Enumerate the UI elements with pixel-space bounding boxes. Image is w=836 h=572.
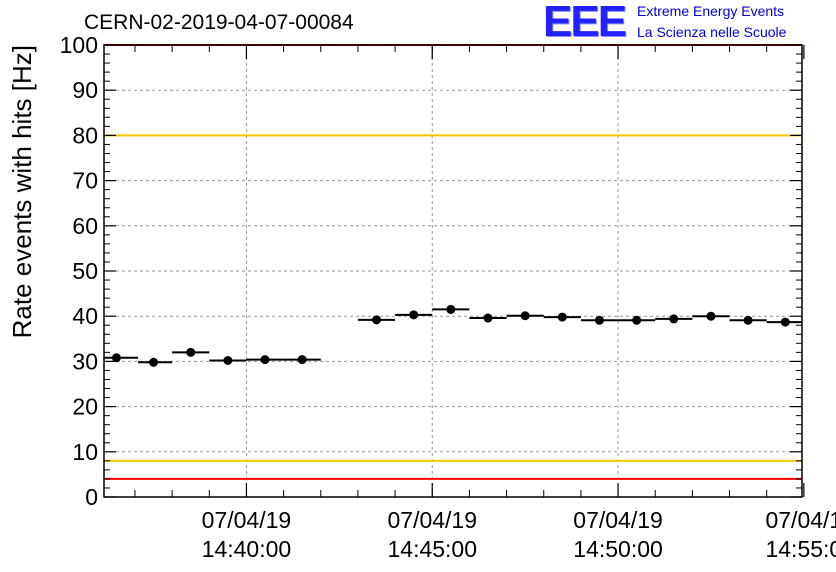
data-point [669,314,679,324]
y-tick-label: 100 [60,32,98,58]
y-tick-label: 70 [72,168,98,194]
data-point [260,355,270,365]
data-point [483,313,493,323]
data-point [446,304,456,314]
data-point [372,315,382,325]
data-point [149,357,159,367]
x-tick-label-time: 14:45:00 [387,536,477,562]
chart-title: CERN-02-2019-04-07-00084 [84,11,354,34]
y-tick-label: 30 [72,348,98,374]
x-tick-label-time: 14:55:0 [765,536,836,562]
data-point [409,310,419,320]
y-axis-label: Rate events with hits [Hz] [7,45,37,338]
x-tick-label-date: 07/04/19 [573,507,663,533]
y-tick-label: 10 [72,439,98,465]
x-tick-label-time: 14:50:00 [573,536,663,562]
data-point [594,315,604,325]
y-tick-label: 90 [72,77,98,103]
y-tick-label: 0 [85,484,98,510]
data-point [743,315,753,325]
logo-line-2: La Scienza nelle Scuole [637,24,787,40]
y-tick-label: 20 [72,394,98,420]
eee-logo: EEE [543,0,627,46]
data-point [780,317,790,327]
y-tick-label: 60 [72,213,98,239]
x-tick-label-date: 07/04/19 [202,507,292,533]
data-point [186,347,196,357]
x-tick-label-date: 07/04/19 [387,507,477,533]
x-tick-label-date: 07/04/1 [765,507,836,533]
data-point [111,353,121,363]
data-point [632,315,642,325]
data-point [706,311,716,321]
y-tick-label: 80 [72,122,98,148]
data-point [297,355,307,365]
x-tick-label-time: 14:40:00 [202,536,292,562]
data-point [520,311,530,321]
data-point [557,312,567,322]
y-tick-label: 40 [72,303,98,329]
logo-line-1: Extreme Energy Events [637,3,785,19]
data-point [223,355,233,365]
y-tick-label: 50 [72,258,98,284]
